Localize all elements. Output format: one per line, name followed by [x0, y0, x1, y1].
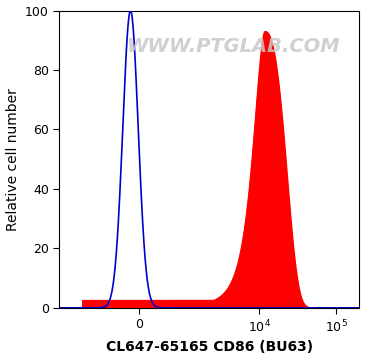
Text: WWW.PTGLAB.COM: WWW.PTGLAB.COM [127, 37, 340, 56]
X-axis label: CL647-65165 CD86 (BU63): CL647-65165 CD86 (BU63) [106, 341, 313, 355]
Y-axis label: Relative cell number: Relative cell number [5, 88, 20, 231]
